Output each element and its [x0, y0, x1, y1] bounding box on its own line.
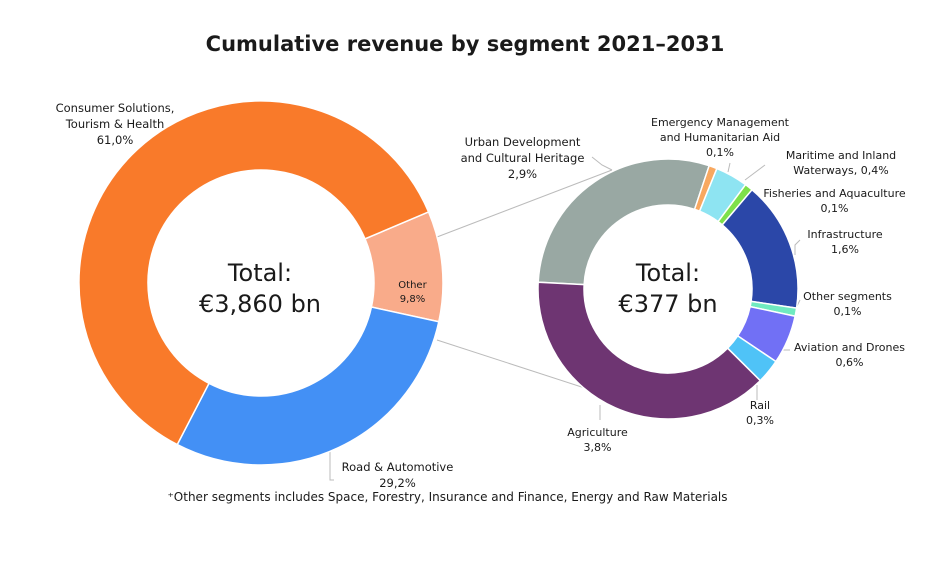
label-text: Infrastructure	[807, 228, 883, 241]
label-emergency: Emergency Management and Humanitarian Ai…	[640, 115, 800, 160]
label-text: Aviation and Drones	[794, 341, 905, 354]
label-value: 0,1%	[833, 305, 862, 318]
footnote: ⁺Other segments includes Space, Forestry…	[167, 490, 728, 504]
label-consumer: Consumer Solutions, Tourism & Health 61,…	[40, 100, 190, 148]
left-total: Total: €3,860 bn	[180, 258, 340, 320]
label-text: Urban Development	[464, 135, 581, 149]
label-urban: Urban Development and Cultural Heritage …	[450, 134, 595, 182]
label-text: Other segments	[803, 290, 892, 303]
connector-line-bottom	[436, 339, 598, 393]
label-text: Rail	[749, 399, 771, 412]
label-value: 0,3%	[746, 414, 774, 427]
leader-urban	[591, 156, 613, 171]
slice-consumer-solutions-tourism-health	[78, 100, 430, 446]
label-fisheries: Fisheries and Aquaculture 0,1%	[757, 186, 912, 216]
slice-urban-development-and-cultural-heritage	[537, 158, 711, 286]
label-rail: Rail 0,3%	[740, 398, 780, 428]
right-total: Total: €377 bn	[598, 258, 738, 320]
label-text: Consumer Solutions,	[55, 101, 175, 115]
leader-road	[329, 452, 334, 481]
leader-infra	[794, 239, 801, 255]
label-agriculture: Agriculture 3,8%	[560, 425, 635, 455]
label-text: and Humanitarian Aid	[659, 131, 781, 144]
label-text: Tourism & Health	[65, 117, 165, 131]
label-value: 2,9%	[507, 167, 538, 181]
label-maritime: Maritime and Inland Waterways, 0,4%	[776, 148, 906, 178]
label-value: 0,1%	[820, 202, 849, 215]
connector-line-top	[436, 169, 613, 238]
label-text: Road & Automotive	[341, 460, 454, 474]
slice-road-automotive	[176, 306, 440, 466]
slice-agriculture	[537, 281, 762, 420]
leader-emergency	[727, 162, 731, 173]
leader-maritime	[744, 164, 766, 181]
label-value: 0,6%	[835, 356, 864, 369]
label-other-segments: Other segments 0,1%	[800, 289, 895, 319]
label-text: Maritime and Inland	[785, 149, 897, 162]
label-other: Other 9,8%	[385, 279, 440, 307]
label-value: 0,1%	[706, 146, 734, 159]
label-text: Waterways, 0,4%	[793, 164, 889, 177]
label-text: Other	[398, 280, 427, 291]
label-value: 1,6%	[831, 243, 859, 256]
label-value: 3,8%	[583, 441, 612, 454]
left-total-label: Total:	[227, 259, 293, 287]
label-text: Agriculture	[567, 426, 628, 439]
label-text: Fisheries and Aquaculture	[763, 187, 906, 200]
label-value: 61,0%	[96, 133, 134, 147]
label-value: 9,8%	[399, 294, 426, 305]
right-total-label: Total:	[635, 259, 701, 287]
label-text: Emergency Management	[651, 116, 789, 129]
label-text: and Cultural Heritage	[460, 151, 585, 165]
chart-title: Cumulative revenue by segment 2021–2031	[205, 32, 725, 56]
label-road: Road & Automotive 29,2%	[330, 459, 465, 491]
label-aviation: Aviation and Drones 0,6%	[787, 340, 912, 370]
label-value: 29,2%	[379, 476, 416, 490]
right-total-value: €377 bn	[618, 290, 718, 318]
label-infra: Infrastructure 1,6%	[800, 227, 890, 257]
left-total-value: €3,860 bn	[198, 290, 322, 318]
